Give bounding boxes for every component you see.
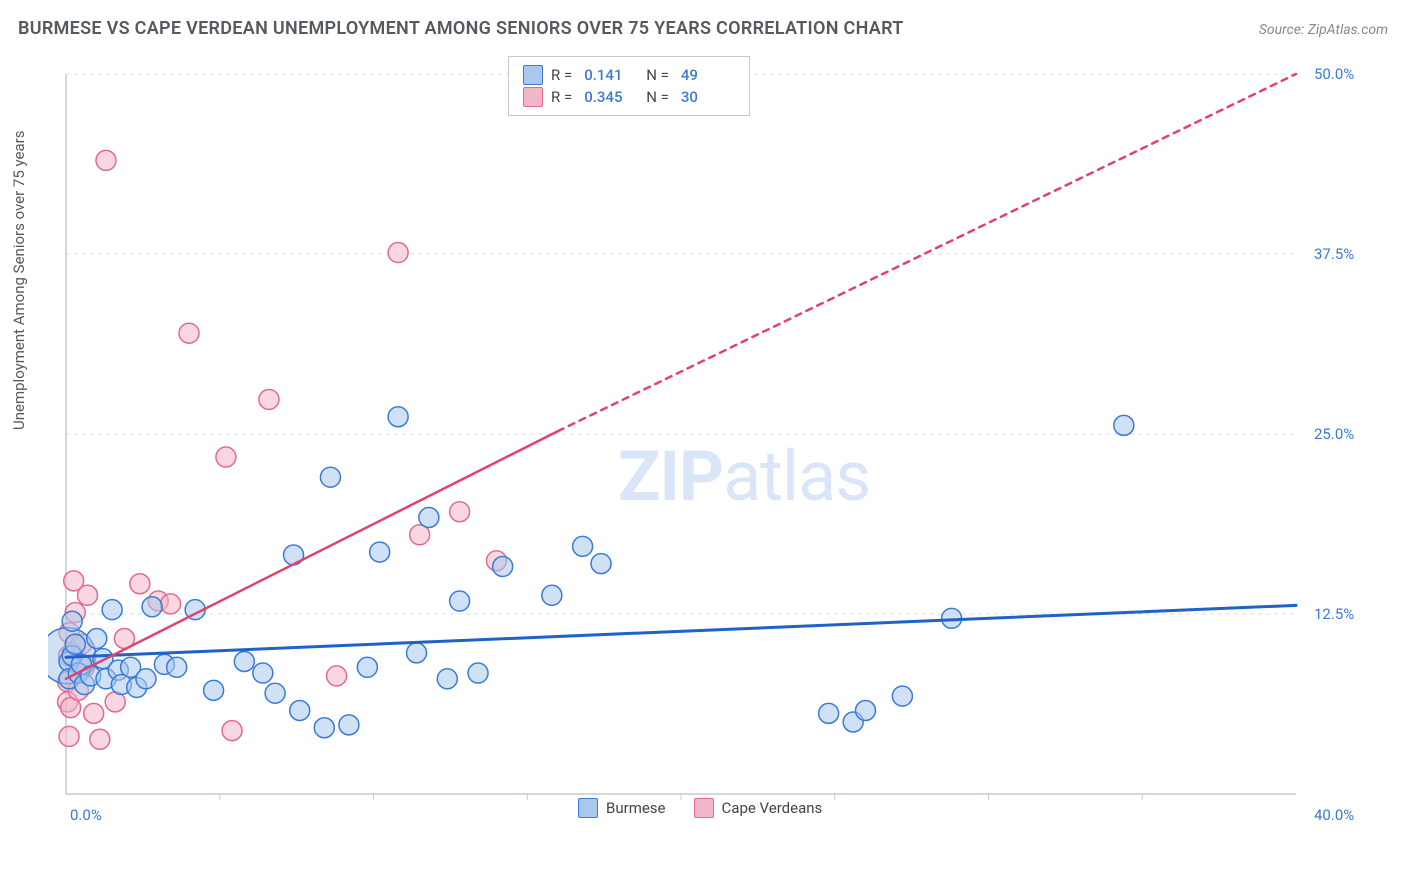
swatch-icon bbox=[523, 65, 543, 85]
legend-stats-row: R = 0.345 N = 30 bbox=[523, 87, 735, 107]
legend-item: Burmese bbox=[578, 798, 666, 818]
svg-text:25.0%: 25.0% bbox=[1314, 425, 1354, 443]
svg-text:0.0%: 0.0% bbox=[70, 806, 102, 824]
legend-label: Cape Verdeans bbox=[722, 799, 823, 817]
chart-source: Source: ZipAtlas.com bbox=[1259, 22, 1388, 38]
stat-r-value: 0.141 bbox=[584, 66, 638, 84]
stat-n-value: 30 bbox=[681, 88, 735, 106]
swatch-icon bbox=[523, 87, 543, 107]
svg-text:50.0%: 50.0% bbox=[1314, 65, 1354, 83]
y-axis-label: Unemployment Among Seniors over 75 years bbox=[10, 131, 28, 430]
chart-title: BURMESE VS CAPE VERDEAN UNEMPLOYMENT AMO… bbox=[18, 18, 904, 39]
stat-r-value: 0.345 bbox=[584, 88, 638, 106]
legend-label: Burmese bbox=[606, 799, 666, 817]
stat-n-label: N = bbox=[646, 88, 669, 106]
svg-text:12.5%: 12.5% bbox=[1314, 605, 1354, 623]
swatch-icon bbox=[578, 798, 598, 818]
stat-r-label: R = bbox=[551, 88, 572, 106]
stat-n-value: 49 bbox=[681, 66, 735, 84]
legend-stats: R = 0.141 N = 49 R = 0.345 N = 30 bbox=[508, 56, 750, 116]
chart-header: BURMESE VS CAPE VERDEAN UNEMPLOYMENT AMO… bbox=[18, 18, 1388, 39]
stat-n-label: N = bbox=[646, 66, 669, 84]
stat-r-label: R = bbox=[551, 66, 572, 84]
legend-series: Burmese Cape Verdeans bbox=[578, 798, 822, 818]
legend-item: Cape Verdeans bbox=[694, 798, 823, 818]
scatter-chart: 12.5% 25.0% 37.5% 50.0% 0.0% 40.0% bbox=[48, 56, 1368, 826]
svg-text:40.0%: 40.0% bbox=[1314, 806, 1354, 824]
legend-stats-row: R = 0.141 N = 49 bbox=[523, 65, 735, 85]
chart-area: 12.5% 25.0% 37.5% 50.0% 0.0% 40.0% R = 0.141 … bbox=[48, 56, 1368, 826]
swatch-icon bbox=[694, 798, 714, 818]
svg-text:37.5%: 37.5% bbox=[1314, 245, 1354, 263]
